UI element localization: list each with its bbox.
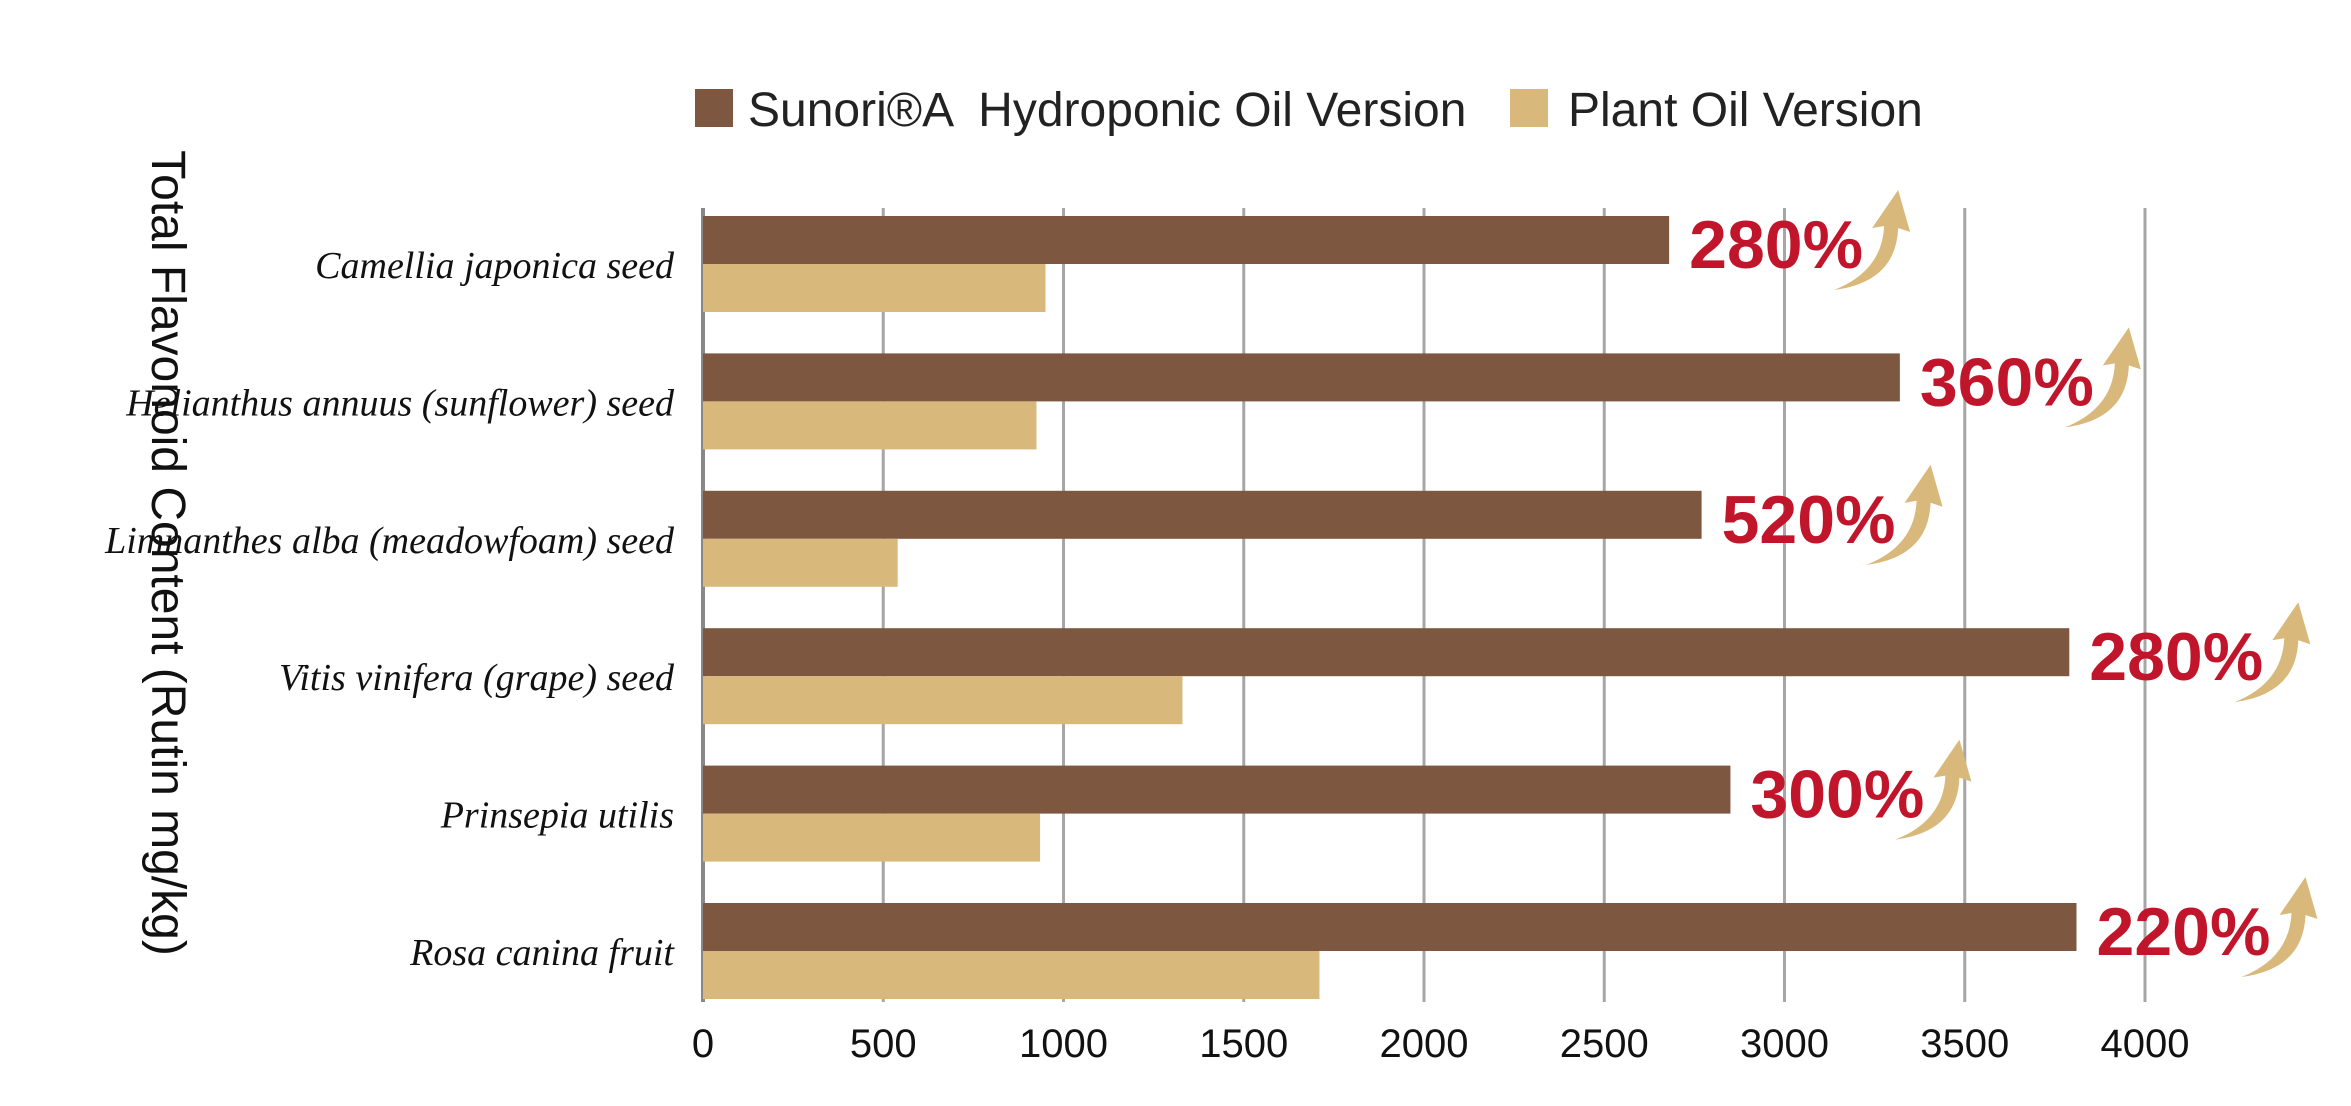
percent-annotations: 280% 360% 520% 280% 300% 220% [1689,190,2318,977]
bar-hydroponic-camellia-japonica-seed [703,216,1670,264]
legend: Sunori®A Hydroponic Oil Version Plant Oi… [695,84,1923,137]
percent-label-rosa-canina-fruit: 220% [2097,894,2271,970]
x-tick-labels: 0 500 1000 1500 2000 2500 3000 3500 4000 [692,1022,2190,1066]
bar-plant-oil-vitis-vinifera-grape-seed [703,676,1183,725]
category-label-vitis-vinifera-grape-seed: Vitis vinifera (grape) seed [279,657,675,699]
bar-hydroponic-rosa-canina-fruit [703,903,2077,951]
bar-plant-oil-helianthus-annuus-sunflower-seed [703,401,1037,450]
up-arrow-icon [1895,739,1972,840]
category-label-limnanthes-alba-meadowfoam-seed: Limnanthes alba (meadowfoam) seed [104,520,675,562]
percent-label-vitis-vinifera-grape-seed: 280% [2089,619,2263,695]
category-label-rosa-canina-fruit: Rosa canina fruit [409,932,675,974]
bar-hydroponic-vitis-vinifera-grape-seed [703,628,2070,677]
bar-hydroponic-limnanthes-alba-meadowfoam-seed [703,490,1702,539]
bar-plant-oil-camellia-japonica-seed [703,264,1046,312]
percent-label-prinsepia-utilis: 300% [1750,757,1924,833]
percent-label-camellia-japonica-seed: 280% [1689,207,1863,283]
percent-label-helianthus-annuus-sunflower-seed: 360% [1920,344,2094,420]
legend-label-plant-oil: Plant Oil Version [1568,84,1923,137]
x-tick-label-3000: 3000 [1740,1022,1829,1066]
bar-plant-oil-rosa-canina-fruit [703,951,1320,999]
y-axis-label: Total Flavonoid Content (Rutin mg/kg) [141,150,194,956]
x-tick-label-0: 0 [692,1022,714,1066]
legend-swatch-hydroponic [695,89,733,127]
category-label-helianthus-annuus-sunflower-seed: Helianthus annuus (sunflower) seed [125,382,675,424]
legend-swatch-plant-oil [1510,89,1548,127]
bar-hydroponic-helianthus-annuus-sunflower-seed [703,353,1900,402]
bars [703,216,2077,999]
category-labels: Camellia japonica seed Helianthus annuus … [104,245,675,974]
x-tick-label-4000: 4000 [2101,1022,2190,1066]
x-tick-label-1000: 1000 [1019,1022,1108,1066]
up-arrow-icon [2234,602,2311,703]
x-tick-label-1500: 1500 [1199,1022,1288,1066]
legend-label-hydroponic: Sunori®A Hydroponic Oil Version [748,84,1466,137]
category-label-camellia-japonica-seed: Camellia japonica seed [315,245,675,287]
bar-plant-oil-limnanthes-alba-meadowfoam-seed [703,538,898,587]
percent-label-limnanthes-alba-meadowfoam-seed: 520% [1722,482,1896,558]
up-arrow-icon [2241,877,2318,977]
x-tick-label-2000: 2000 [1380,1022,1469,1066]
gridlines [701,208,2147,1002]
bar-hydroponic-prinsepia-utilis [703,765,1731,814]
up-arrow-icon [1866,464,1943,565]
x-tick-label-3500: 3500 [1920,1022,2009,1066]
up-arrow-icon [1834,190,1911,290]
up-arrow-icon [2064,327,2141,428]
x-tick-label-500: 500 [850,1022,917,1066]
bar-plant-oil-prinsepia-utilis [703,813,1041,862]
category-label-prinsepia-utilis: Prinsepia utilis [440,795,674,837]
x-tick-label-2500: 2500 [1560,1022,1649,1066]
